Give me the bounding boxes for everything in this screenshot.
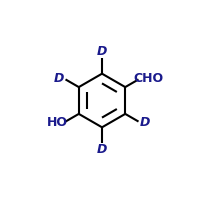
Text: HO: HO (47, 116, 68, 129)
Text: D: D (97, 143, 107, 156)
Text: D: D (97, 45, 107, 58)
Text: D: D (54, 72, 64, 85)
Text: D: D (140, 116, 150, 129)
Text: CHO: CHO (133, 72, 163, 85)
